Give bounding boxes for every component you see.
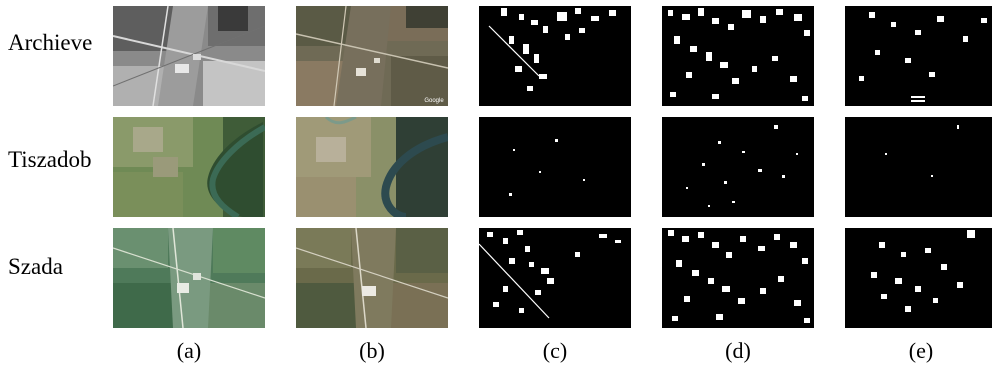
mask-szada-c — [479, 228, 631, 328]
change-mask — [479, 230, 621, 319]
change-mask — [668, 8, 810, 101]
image-szada-a — [113, 228, 265, 328]
grayscale-aerial-image — [113, 6, 265, 106]
mask-szada-d — [662, 228, 814, 328]
change-mask — [668, 230, 810, 323]
image-tiszadob-b — [296, 117, 448, 217]
color-aerial-image: Google — [296, 6, 448, 106]
column-label-d: (d) — [725, 338, 751, 363]
change-mask — [885, 125, 959, 177]
column-label-c: (c) — [542, 338, 568, 363]
mask-tiszadob-c — [479, 117, 631, 217]
column-label-a: (a) — [176, 338, 202, 363]
mask-archieve-c — [479, 6, 631, 106]
change-mask — [859, 12, 987, 102]
column-label-e: (e) — [908, 338, 934, 363]
mask-archieve-d — [662, 6, 814, 106]
image-szada-b — [296, 228, 448, 328]
change-mask — [686, 125, 798, 207]
mask-archieve-e — [845, 6, 992, 106]
change-mask — [488, 8, 616, 91]
mask-tiszadob-e — [845, 117, 992, 217]
color-aerial-image — [296, 228, 448, 328]
color-aerial-image — [113, 117, 265, 217]
image-archieve-a — [113, 6, 265, 106]
row-label-archieve: Archieve — [8, 30, 93, 55]
color-aerial-image — [296, 117, 448, 217]
watermark: Google — [424, 98, 444, 104]
change-mask — [871, 230, 975, 312]
color-aerial-image — [113, 228, 265, 328]
mask-szada-e — [845, 228, 992, 328]
row-label-szada: Szada — [8, 254, 63, 279]
image-tiszadob-a — [113, 117, 265, 217]
image-archieve-b: Google — [296, 6, 448, 106]
mask-tiszadob-d — [662, 117, 814, 217]
column-label-b: (b) — [359, 338, 385, 363]
row-label-tiszadob: Tiszadob — [8, 147, 92, 172]
change-mask — [509, 139, 585, 196]
